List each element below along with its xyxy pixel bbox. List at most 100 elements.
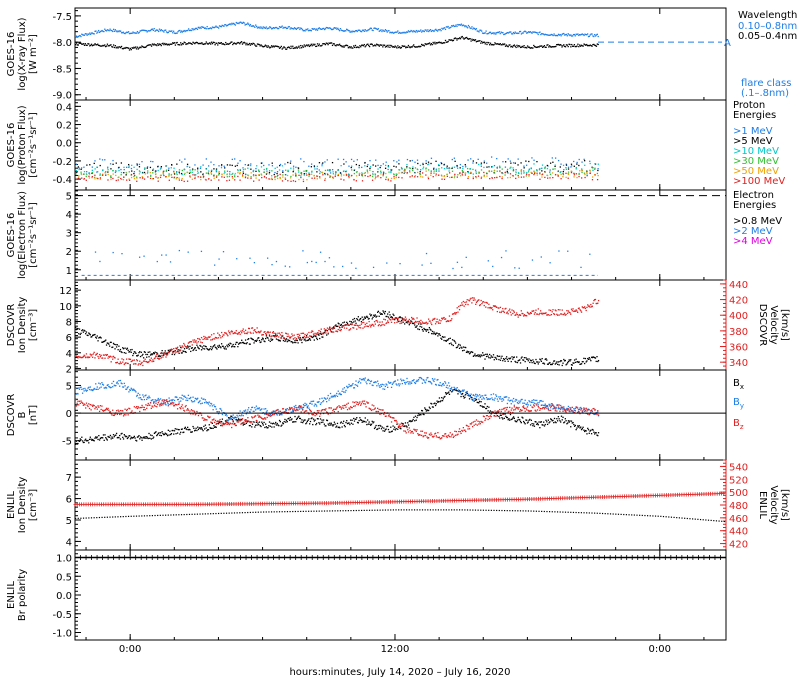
point-proton <box>271 162 273 164</box>
point-density <box>322 336 324 338</box>
point-0-05-0-4nm <box>511 45 513 48</box>
point-velocity <box>448 315 451 317</box>
point-0-05-0-4nm <box>422 44 425 46</box>
point-Bx <box>161 431 163 433</box>
point-density <box>516 361 519 364</box>
point-0-10-0-8nm <box>365 30 367 32</box>
point-0-10-0-8nm <box>121 32 124 34</box>
point-0-05-0-4nm <box>115 47 117 49</box>
point-proton <box>586 172 588 174</box>
point-Bx <box>512 416 515 418</box>
point-proton <box>205 172 208 174</box>
point-density <box>265 337 267 340</box>
point-0-05-0-4nm <box>537 46 539 48</box>
point-Bx <box>559 420 561 422</box>
point-proton <box>202 173 204 175</box>
point-proton <box>184 172 186 175</box>
point-proton <box>549 162 552 164</box>
point-proton <box>554 157 557 159</box>
point-0-05-0-4nm <box>127 47 129 49</box>
point-Bx <box>462 395 465 397</box>
point-proton <box>168 167 170 169</box>
point-velocity <box>147 361 149 363</box>
point-velocity <box>187 342 190 344</box>
point-0-10-0-8nm <box>458 24 460 26</box>
point-0-05-0-4nm <box>235 43 237 45</box>
point-density <box>129 351 131 353</box>
point-0-10-0-8nm <box>204 27 207 29</box>
point-proton <box>583 158 585 161</box>
point-density <box>451 339 454 341</box>
point-proton <box>437 174 440 176</box>
point-velocity <box>383 318 385 320</box>
point-By <box>195 398 197 400</box>
point-0-05-0-4nm <box>398 46 401 48</box>
point-density <box>234 343 237 345</box>
point-density <box>139 355 142 358</box>
point-proton <box>278 169 281 171</box>
point-proton <box>372 170 374 173</box>
point-0-10-0-8nm <box>432 30 434 32</box>
point-0-05-0-4nm <box>75 42 78 44</box>
point-By <box>129 389 132 391</box>
point-density <box>353 317 356 320</box>
point-velocity <box>569 312 571 314</box>
point-velocity <box>132 363 135 365</box>
point-0-10-0-8nm <box>481 32 484 34</box>
point-proton <box>489 177 491 180</box>
point-density <box>122 348 125 350</box>
point-proton <box>303 160 305 163</box>
point-density <box>398 316 400 319</box>
point-0-10-0-8nm <box>448 27 450 29</box>
point-0-05-0-4nm <box>290 45 292 47</box>
point-0-05-0-4nm <box>490 44 493 46</box>
point-velocity <box>248 327 250 330</box>
point-velocity <box>267 330 269 333</box>
point-proton <box>512 162 515 164</box>
point-proton <box>350 158 353 161</box>
point-velocity <box>549 314 551 316</box>
point-proton <box>565 168 568 170</box>
point-0-05-0-4nm <box>254 44 256 46</box>
point-proton <box>189 171 192 173</box>
point-density <box>108 345 111 347</box>
point-Bx <box>129 435 131 437</box>
point-proton <box>292 180 295 182</box>
point-Bx <box>209 426 211 429</box>
point-0-10-0-8nm <box>170 30 172 33</box>
point-electron <box>121 253 123 255</box>
point-proton <box>366 169 368 171</box>
point-electron <box>372 266 375 269</box>
point-velocity <box>141 361 143 364</box>
point-density <box>434 332 436 335</box>
point-velocity <box>292 338 295 340</box>
point-0-10-0-8nm <box>141 29 143 31</box>
point-velocity <box>384 319 387 321</box>
point-density <box>361 316 363 318</box>
point-proton <box>223 165 225 167</box>
point-proton <box>284 177 286 179</box>
point-density <box>339 327 341 329</box>
point-Bx <box>186 426 189 428</box>
point-Bx <box>515 420 517 423</box>
point-proton <box>292 174 294 176</box>
point-density <box>474 353 476 355</box>
point-Bx <box>325 425 327 427</box>
point-velocity <box>534 311 536 314</box>
point-0-10-0-8nm <box>583 34 585 37</box>
point-proton <box>567 177 569 179</box>
point-By <box>75 393 78 395</box>
point-0-10-0-8nm <box>414 31 417 33</box>
point-density <box>282 339 285 342</box>
point-density <box>265 335 268 337</box>
point-density <box>434 333 437 336</box>
point-0-10-0-8nm <box>330 27 332 30</box>
point-velocity <box>270 336 272 338</box>
point-density <box>457 345 459 347</box>
point-0-05-0-4nm <box>443 42 445 44</box>
point-velocity <box>437 321 439 323</box>
point-proton <box>528 175 530 177</box>
point-velocity <box>412 317 414 320</box>
point-density <box>110 341 112 344</box>
point-0-05-0-4nm <box>590 44 592 47</box>
